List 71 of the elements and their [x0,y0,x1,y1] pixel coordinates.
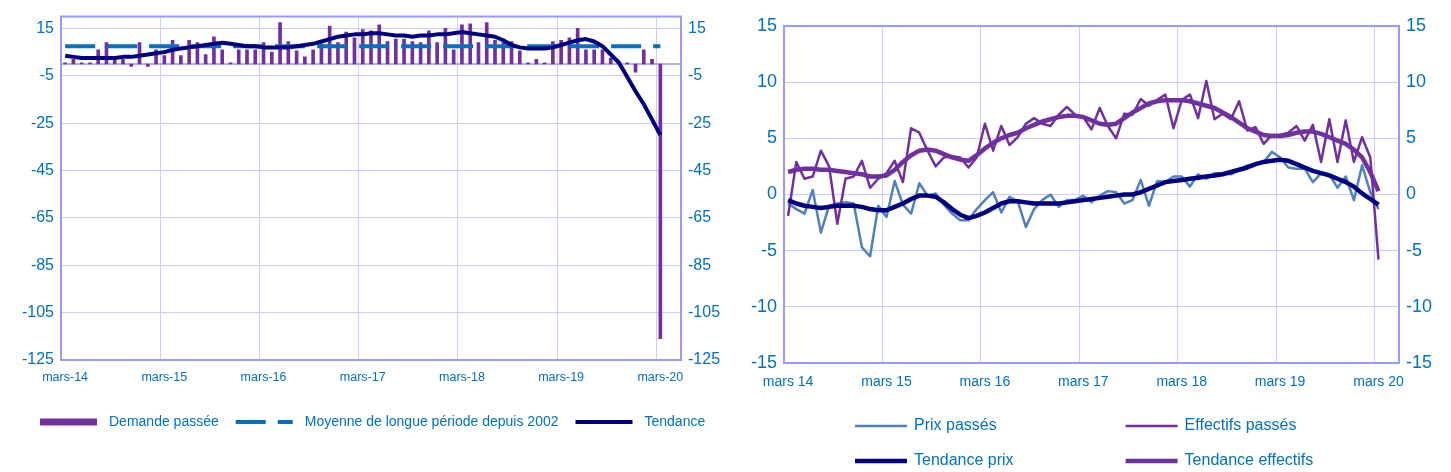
y2-tick-label: -5 [1406,239,1423,260]
y-tick-label: -5 [39,66,55,84]
y2-tick-label: -105 [688,303,721,321]
x-tick-label: mars 19 [1254,373,1306,390]
y-tick-label: -65 [30,208,55,226]
bar [641,49,646,65]
x-tick-label: mars-19 [538,369,585,384]
bar [608,57,613,65]
x-tick-label: mars 15 [861,373,912,390]
y2-tick-label: 15 [1406,14,1427,35]
bar [584,49,588,65]
y-tick-label: 15 [756,14,777,35]
y2-tick-label: 5 [1406,127,1417,148]
bar [220,49,225,65]
y2-tick-label: -85 [688,255,712,273]
y2-tick-label: -5 [688,66,703,84]
y-tick-label: -25 [30,113,55,131]
bar [435,42,439,65]
bar [650,58,654,65]
x-tick-label: mars-15 [141,369,188,384]
y-tick-label: 10 [756,71,777,92]
x-tick-label: mars 18 [1156,373,1208,390]
bar [253,49,258,65]
bar [311,49,315,65]
y2-tick-label: 0 [1406,183,1417,204]
bar [236,49,241,65]
y2-tick-label: 15 [688,18,706,36]
y2-tick-label: -10 [1406,295,1433,316]
x-tick-label: mars-20 [637,369,684,384]
x-tick-label: mars 14 [762,373,814,390]
legend-label: Tendance effectifs [1184,451,1314,469]
y-tick-label: -45 [30,160,55,178]
bar [179,55,183,65]
bar [278,22,282,65]
y-tick-label: -10 [750,295,777,316]
y2-tick-label: -45 [688,160,712,178]
x-tick-label: mars-17 [339,369,386,384]
bar [269,51,274,65]
x-tick-label: mars-16 [240,369,287,384]
legend-label: Prix passés [914,416,997,434]
y-tick-label: -125 [21,350,55,368]
y2-tick-label: -65 [688,208,712,226]
y-tick-label: 15 [36,18,55,36]
bar [129,63,134,67]
bar [303,56,307,65]
y-tick-label: -105 [21,303,55,321]
bar [393,38,398,65]
y-tick-label: 0 [766,183,777,204]
bar [517,50,522,65]
y-tick-label: -5 [760,239,777,260]
y2-tick-label: -125 [688,350,721,368]
bar [592,49,597,65]
y2-tick-label: -25 [688,113,712,131]
legend-label: Moyenne de longue période depuis 2002 [304,412,559,429]
bar [245,49,249,65]
legend-label: Tendance prix [914,451,1014,469]
legend-label: Effectifs passés [1184,416,1297,434]
bar [121,58,125,65]
y-tick-label: -15 [750,351,777,372]
x-tick-label: mars 17 [1058,373,1109,390]
bar [145,63,150,67]
y-tick-label: -85 [30,255,55,273]
y2-tick-label: -15 [1406,351,1433,372]
y-tick-label: 5 [766,127,777,148]
x-tick-label: mars-18 [439,369,485,384]
x-tick-label: mars 16 [959,373,1011,390]
x-tick-label: mars 20 [1353,373,1404,390]
legend-label: Tendance [644,412,706,429]
x-tick-label: mars-14 [42,369,89,384]
y2-tick-label: 10 [1406,71,1427,92]
legend-label: Demande passée [109,412,219,429]
